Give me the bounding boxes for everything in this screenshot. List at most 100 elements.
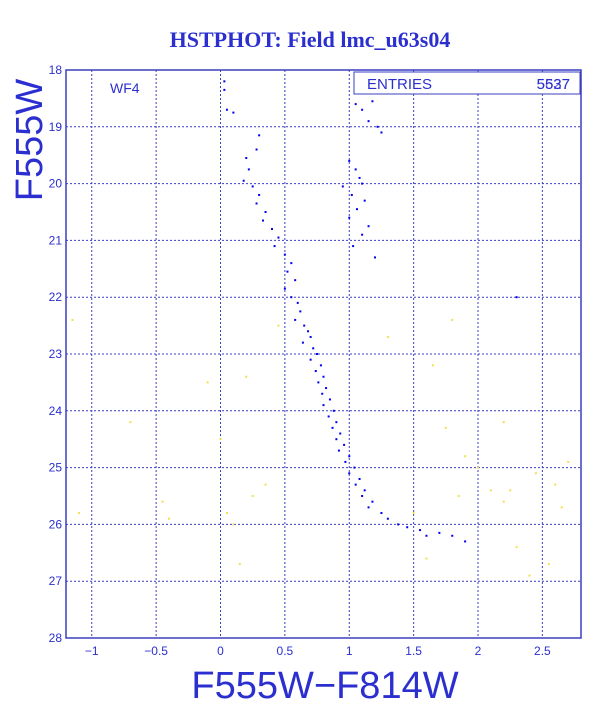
data-point	[271, 228, 273, 231]
data-point	[283, 253, 286, 256]
data-point	[348, 159, 351, 162]
y-tick-label: 28	[49, 631, 63, 645]
data-point	[273, 245, 276, 248]
y-tick-label: 21	[49, 233, 63, 247]
data-point	[489, 489, 492, 492]
x-axis-label: F555W−F814W	[191, 665, 458, 707]
data-point	[406, 526, 409, 529]
data-point	[367, 120, 370, 123]
data-point	[328, 398, 331, 401]
data-point	[161, 500, 164, 503]
data-point	[317, 381, 320, 384]
data-point	[344, 460, 347, 463]
data-point	[361, 108, 364, 111]
data-point	[261, 219, 264, 222]
data-point	[554, 483, 557, 486]
data-point	[251, 185, 254, 188]
x-tick-label: 0	[217, 644, 224, 658]
data-point	[567, 460, 570, 463]
data-point	[238, 563, 241, 566]
data-point	[245, 157, 248, 160]
data-point	[386, 335, 389, 338]
data-point	[371, 100, 374, 103]
data-point	[337, 449, 340, 452]
data-point	[316, 353, 319, 355]
data-point	[361, 233, 364, 236]
data-point	[457, 495, 460, 497]
data-point	[309, 358, 312, 361]
data-point	[307, 330, 310, 333]
data-point	[343, 443, 346, 446]
data-point	[425, 557, 428, 560]
data-point	[232, 523, 235, 526]
data-point	[296, 301, 299, 304]
data-point	[348, 472, 351, 475]
x-tick-label: 1.5	[405, 644, 422, 658]
data-point	[223, 80, 226, 83]
data-point	[348, 216, 351, 219]
stats-box-frame	[353, 71, 581, 95]
data-point	[354, 103, 357, 106]
data-point	[299, 310, 302, 313]
x-tick-label: 0.5	[277, 644, 294, 658]
data-point	[502, 500, 505, 503]
y-tick-label: 24	[49, 404, 63, 418]
data-point	[251, 495, 254, 497]
grid-lines	[66, 69, 581, 639]
y-tick-label: 18	[49, 63, 63, 77]
data-point	[247, 168, 250, 171]
stats-box: ENTRIES 5537 5627	[353, 71, 581, 95]
data-point	[242, 179, 245, 182]
data-point	[444, 426, 447, 429]
x-tick-label: 1	[346, 644, 353, 658]
data-point	[361, 495, 364, 497]
y-tick-label: 19	[49, 120, 63, 134]
y-tick-label: 23	[49, 347, 63, 361]
data-point	[464, 540, 467, 543]
data-point	[255, 148, 258, 151]
data-point	[309, 335, 312, 338]
plot-frame	[65, 69, 582, 639]
data-point	[363, 199, 366, 202]
stats-entries-label: ENTRIES	[367, 76, 432, 93]
data-point	[206, 381, 209, 384]
data-point	[290, 262, 293, 265]
data-point	[451, 318, 454, 321]
data-point	[77, 512, 80, 515]
data-point	[354, 483, 357, 486]
data-point	[219, 438, 222, 441]
data-point	[312, 347, 315, 350]
stats-entries-overlap-value: 5627	[537, 76, 570, 93]
data-point	[327, 415, 330, 418]
data-point	[509, 489, 512, 492]
data-point	[355, 208, 358, 211]
data-point	[322, 375, 325, 378]
data-point	[341, 185, 344, 188]
data-point	[294, 279, 297, 282]
data-point	[350, 193, 353, 196]
data-point	[431, 364, 434, 367]
data-point	[301, 341, 304, 344]
x-tick-labels: −1 −0.5 0 0.5 1 1.5 2 2.5	[85, 644, 551, 658]
data-point	[339, 432, 342, 435]
data-point	[528, 574, 531, 577]
data-point	[419, 529, 422, 532]
data-point	[314, 370, 317, 373]
data-point	[335, 421, 338, 424]
data-point	[258, 193, 261, 196]
data-point	[322, 404, 325, 407]
scatter-points	[71, 80, 570, 577]
data-point	[71, 318, 74, 321]
data-point	[534, 472, 537, 475]
data-point	[245, 375, 248, 378]
panel-label: WF4	[110, 80, 140, 96]
data-point	[438, 531, 441, 534]
data-point	[232, 111, 235, 114]
data-point	[325, 387, 328, 390]
data-point	[425, 534, 428, 537]
data-point	[321, 392, 324, 395]
y-tick-label: 27	[49, 574, 63, 588]
data-point	[358, 477, 361, 480]
y-tick-labels: 18 19 20 21 22 23 24 25 26 27 28	[49, 63, 63, 645]
